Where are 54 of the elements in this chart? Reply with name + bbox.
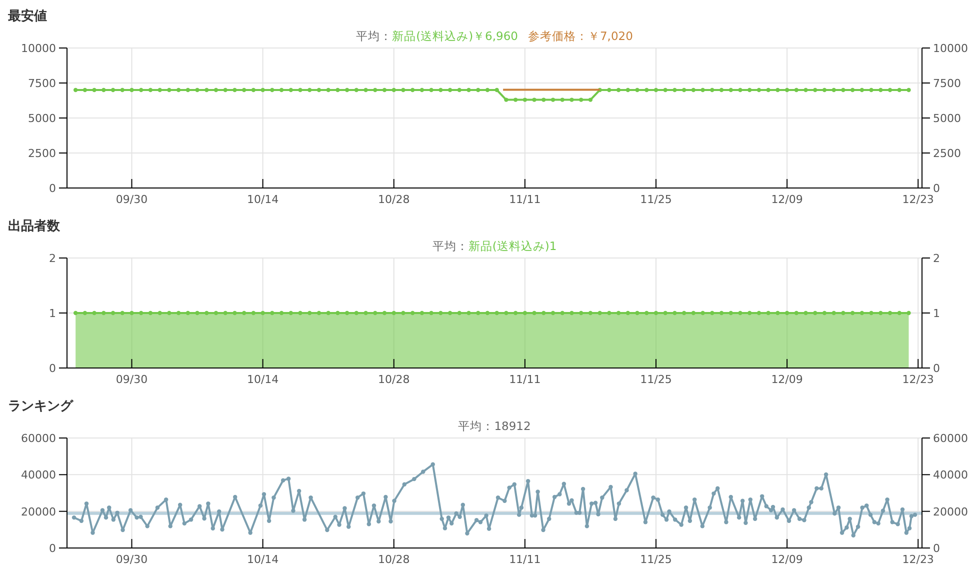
x-tick-label: 10/28 [378,193,410,206]
text: 新品(送料込み)1 [468,239,557,253]
x-tick-label: 10/28 [378,373,410,386]
y2-tick-label: 0 [933,182,940,195]
x-tick-label: 10/28 [378,553,410,566]
x-tick-label: 09/30 [116,553,148,566]
chart-title: 最安値 [7,8,47,24]
y-tick-label: 1 [49,307,56,320]
y-tick-label: 0 [49,182,56,195]
y2-tick-label: 2500 [933,147,961,160]
y2-tick-label: 20000 [933,505,968,518]
x-tick-label: 11/25 [640,373,672,386]
chart-subtitle: 平均： [356,29,392,43]
y2-tick-label: 0 [933,542,940,555]
chart-title: 出品者数 [8,219,61,234]
x-tick-label: 11/25 [640,553,672,566]
y2-tick-label: 60000 [933,432,968,445]
x-tick-label: 09/30 [116,193,148,206]
chart-subtitle: 平均： [432,239,468,253]
x-tick-label: 11/11 [509,373,541,386]
y-tick-label: 10000 [21,42,56,55]
y2-tick-label: 10000 [933,42,968,55]
text: 参考価格：￥7,020 [528,29,633,43]
x-tick-label: 10/14 [246,553,279,566]
y-tick-label: 20000 [21,505,56,518]
x-tick-label: 12/09 [771,193,803,206]
y2-tick-label: 0 [933,362,940,375]
chart-subtitle: 平均：18912 [458,419,531,433]
y-tick-label: 60000 [21,432,56,445]
x-tick-label: 12/23 [902,193,934,206]
x-tick-label: 12/09 [771,373,803,386]
x-tick-label: 12/23 [902,373,934,386]
x-tick-label: 09/30 [116,373,148,386]
x-tick-label: 12/09 [771,553,803,566]
y2-tick-label: 7500 [933,77,961,90]
text: 新品(送料込み)￥6,960 [392,29,518,43]
y-tick-label: 5000 [28,112,56,125]
chart-title: ランキング [8,399,74,414]
y-tick-label: 40000 [21,468,56,482]
x-tick-label: 10/14 [246,193,279,206]
x-tick-label: 11/11 [509,193,541,206]
y2-tick-label: 5000 [933,112,961,125]
x-tick-label: 11/25 [640,193,672,206]
y2-tick-label: 40000 [933,468,968,482]
y2-tick-label: 1 [933,307,940,320]
y2-tick-label: 2 [933,252,940,265]
y-tick-label: 7500 [28,77,56,90]
x-tick-label: 11/11 [509,553,541,566]
y-tick-label: 0 [49,362,56,375]
y-tick-label: 2500 [28,147,56,160]
y-tick-label: 2 [49,252,56,265]
y-tick-label: 0 [49,542,56,555]
x-tick-label: 10/14 [246,373,279,386]
x-tick-label: 12/23 [902,553,934,566]
